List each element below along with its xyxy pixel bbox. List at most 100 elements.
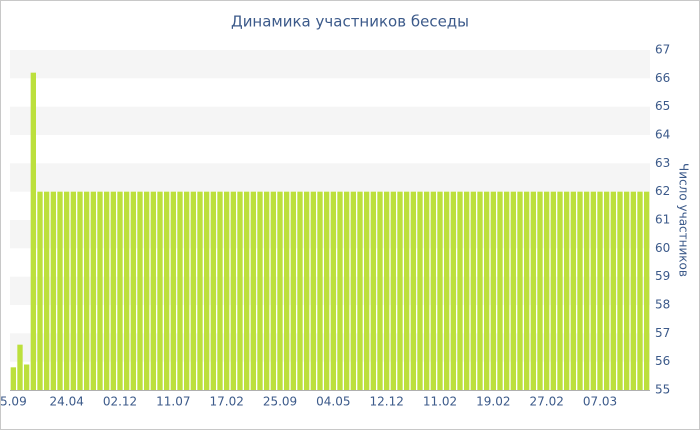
- bar: [637, 191, 643, 390]
- bar: [350, 191, 356, 390]
- bar: [270, 191, 276, 390]
- bar: [584, 191, 590, 390]
- bar: [230, 191, 236, 390]
- bar: [444, 191, 450, 390]
- bar: [130, 191, 136, 390]
- y-tick-label: 63: [655, 156, 670, 170]
- x-tick-label: 27.02: [529, 395, 563, 409]
- bar: [137, 191, 143, 390]
- bar: [90, 191, 96, 390]
- bar: [10, 367, 16, 390]
- y-tick-label: 57: [655, 326, 670, 340]
- y-tick-label: 58: [655, 298, 670, 312]
- bar: [37, 191, 43, 390]
- bar: [457, 191, 463, 390]
- bar: [384, 191, 390, 390]
- bar: [570, 191, 576, 390]
- y-tick-label: 60: [655, 241, 670, 255]
- bar: [490, 191, 496, 390]
- bar: [330, 191, 336, 390]
- x-tick-label: 07.03: [583, 395, 617, 409]
- x-tick-label: 24.04: [49, 395, 83, 409]
- bar: [224, 191, 230, 390]
- bar: [97, 191, 103, 390]
- bar: [557, 191, 563, 390]
- bar: [437, 191, 443, 390]
- bar: [290, 191, 296, 390]
- bar: [84, 191, 90, 390]
- bar: [184, 191, 190, 390]
- y-axis-label: Число участников: [677, 163, 691, 277]
- bar: [610, 191, 616, 390]
- grid-band: [10, 220, 650, 249]
- x-tick-label: 17.02: [209, 395, 243, 409]
- grid-band: [10, 276, 650, 305]
- bar: [24, 364, 30, 390]
- bar: [317, 191, 323, 390]
- bar: [357, 191, 363, 390]
- bar: [244, 191, 250, 390]
- bar: [237, 191, 243, 390]
- y-tick-label: 59: [655, 269, 670, 283]
- bar: [44, 191, 50, 390]
- bar: [30, 72, 36, 391]
- bar: [264, 191, 270, 390]
- x-tick-label: 25.09: [263, 395, 297, 409]
- bar: [124, 191, 130, 390]
- y-tick-label: 62: [655, 184, 670, 198]
- bar: [64, 191, 70, 390]
- x-tick-label: 19.02: [476, 395, 510, 409]
- bar: [57, 191, 63, 390]
- bar: [177, 191, 183, 390]
- bar: [17, 344, 23, 390]
- bar: [564, 191, 570, 390]
- y-tick-label: 65: [655, 99, 670, 113]
- bar: [464, 191, 470, 390]
- bar: [204, 191, 210, 390]
- y-tick-label: 67: [655, 43, 670, 57]
- x-tick-label: 11.02: [423, 395, 457, 409]
- bar: [597, 191, 603, 390]
- bar: [304, 191, 310, 390]
- bar: [170, 191, 176, 390]
- bar: [344, 191, 350, 390]
- grid-band: [10, 333, 650, 362]
- bar: [117, 191, 123, 390]
- bar: [250, 191, 256, 390]
- bar: [424, 191, 430, 390]
- bar: [510, 191, 516, 390]
- bar: [410, 191, 416, 390]
- bar: [164, 191, 170, 390]
- bar: [417, 191, 423, 390]
- grid-band: [10, 163, 650, 192]
- y-tick-label: 61: [655, 213, 670, 227]
- y-tick-label: 64: [655, 128, 670, 142]
- bar: [144, 191, 150, 390]
- bar: [297, 191, 303, 390]
- bar: [337, 191, 343, 390]
- y-tick-label: 55: [655, 383, 670, 397]
- bar: [104, 191, 110, 390]
- bar: [370, 191, 376, 390]
- bar: [497, 191, 503, 390]
- bar: [217, 191, 223, 390]
- bar: [577, 191, 583, 390]
- bar: [470, 191, 476, 390]
- bar: [644, 191, 650, 390]
- bar: [77, 191, 83, 390]
- x-tick-label: 02.12: [103, 395, 137, 409]
- x-tick-label: 12.12: [369, 395, 403, 409]
- bar: [477, 191, 483, 390]
- bar: [157, 191, 163, 390]
- bar: [404, 191, 410, 390]
- bar: [377, 191, 383, 390]
- chart-title: Динамика участников беседы: [231, 13, 469, 31]
- grid-band: [10, 50, 650, 79]
- grid-band: [10, 106, 650, 135]
- y-tick-label: 56: [655, 354, 670, 368]
- bar: [630, 191, 636, 390]
- x-tick-label: 11.07: [156, 395, 190, 409]
- bar: [550, 191, 556, 390]
- bar: [484, 191, 490, 390]
